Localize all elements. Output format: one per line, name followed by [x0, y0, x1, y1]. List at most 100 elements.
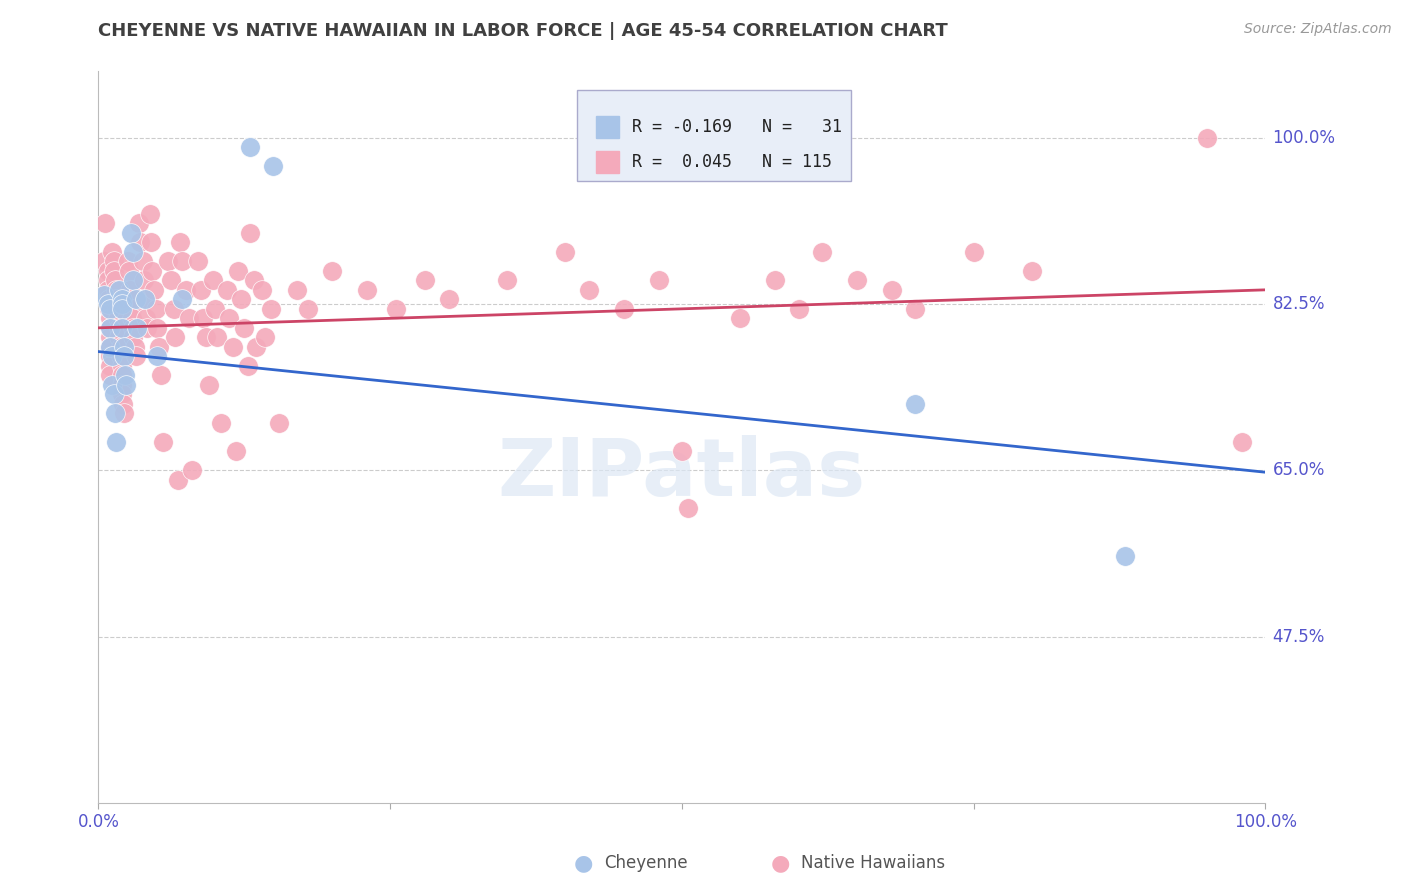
Point: [356, 283, 378, 297]
Point: [179, 311, 201, 326]
Point: [187, 254, 209, 268]
Point: [285, 283, 308, 297]
Point: [97, 301, 120, 316]
Point: [245, 340, 267, 354]
Text: ●: ●: [574, 854, 593, 873]
Point: [104, 273, 127, 287]
Point: [122, 330, 145, 344]
Point: [122, 321, 145, 335]
Point: [107, 311, 129, 326]
Point: [239, 226, 262, 240]
Text: ●: ●: [770, 854, 790, 873]
Point: [730, 311, 752, 326]
Point: [121, 311, 143, 326]
Point: [174, 283, 197, 297]
Point: [103, 264, 125, 278]
Point: [146, 321, 169, 335]
Point: [239, 140, 262, 154]
Point: [554, 244, 576, 259]
Point: [129, 235, 152, 250]
Point: [201, 273, 224, 287]
Point: [787, 301, 810, 316]
Point: [135, 311, 157, 326]
Text: Native Hawaiians: Native Hawaiians: [801, 855, 946, 872]
Point: [229, 293, 252, 307]
Point: [93, 254, 115, 268]
Point: [198, 377, 221, 392]
Point: [128, 216, 150, 230]
Point: [98, 330, 121, 344]
Point: [495, 273, 517, 287]
Point: [143, 283, 166, 297]
Text: 65.0%: 65.0%: [1272, 461, 1324, 479]
Point: [254, 330, 277, 344]
Point: [236, 359, 259, 373]
Point: [207, 330, 229, 344]
Point: [163, 301, 186, 316]
Point: [250, 283, 273, 297]
Point: [209, 416, 232, 430]
Point: [136, 321, 159, 335]
Point: [385, 301, 408, 316]
Point: [121, 301, 143, 316]
Point: [117, 254, 139, 268]
Point: [118, 283, 141, 297]
Point: [763, 273, 786, 287]
Point: [108, 283, 131, 297]
Point: [111, 321, 134, 335]
Text: CHEYENNE VS NATIVE HAWAIIAN IN LABOR FORCE | AGE 45-54 CORRELATION CHART: CHEYENNE VS NATIVE HAWAIIAN IN LABOR FOR…: [98, 22, 948, 40]
Text: Cheyenne: Cheyenne: [605, 855, 688, 872]
Point: [98, 321, 121, 335]
Point: [228, 264, 250, 278]
Point: [108, 330, 131, 344]
Point: [233, 321, 256, 335]
Point: [118, 264, 141, 278]
Point: [125, 349, 148, 363]
Point: [165, 330, 187, 344]
FancyBboxPatch shape: [576, 90, 851, 181]
Point: [148, 340, 170, 354]
Point: [103, 387, 125, 401]
Point: [103, 254, 125, 268]
Point: [297, 301, 319, 316]
Point: [880, 283, 903, 297]
Point: [141, 264, 163, 278]
Point: [134, 293, 156, 307]
Point: [172, 254, 194, 268]
Point: [845, 273, 868, 287]
Point: [132, 273, 155, 287]
Text: 47.5%: 47.5%: [1272, 628, 1324, 646]
Point: [1021, 264, 1043, 278]
Point: [111, 397, 134, 411]
Text: R =  0.045   N = 115: R = 0.045 N = 115: [631, 153, 832, 171]
Point: [157, 254, 180, 268]
Point: [101, 377, 124, 392]
Point: [1114, 549, 1136, 563]
Point: [97, 293, 120, 307]
Point: [262, 159, 284, 173]
Point: [98, 368, 121, 383]
FancyBboxPatch shape: [596, 116, 619, 138]
Point: [139, 207, 162, 221]
Point: [218, 311, 240, 326]
Point: [110, 340, 132, 354]
Point: [122, 244, 145, 259]
Point: [132, 254, 155, 268]
Point: [150, 368, 173, 383]
Text: 100.0%: 100.0%: [1272, 128, 1336, 147]
Point: [98, 359, 121, 373]
Point: [904, 301, 927, 316]
Point: [962, 244, 984, 259]
Point: [97, 273, 120, 287]
Text: ZIPatlas: ZIPatlas: [498, 434, 866, 513]
Point: [169, 235, 191, 250]
Point: [194, 330, 217, 344]
Point: [98, 340, 121, 354]
Text: Source: ZipAtlas.com: Source: ZipAtlas.com: [1244, 22, 1392, 37]
Point: [269, 416, 291, 430]
Point: [321, 264, 343, 278]
Point: [120, 293, 142, 307]
Point: [112, 349, 135, 363]
Point: [101, 349, 124, 363]
Point: [108, 321, 131, 335]
